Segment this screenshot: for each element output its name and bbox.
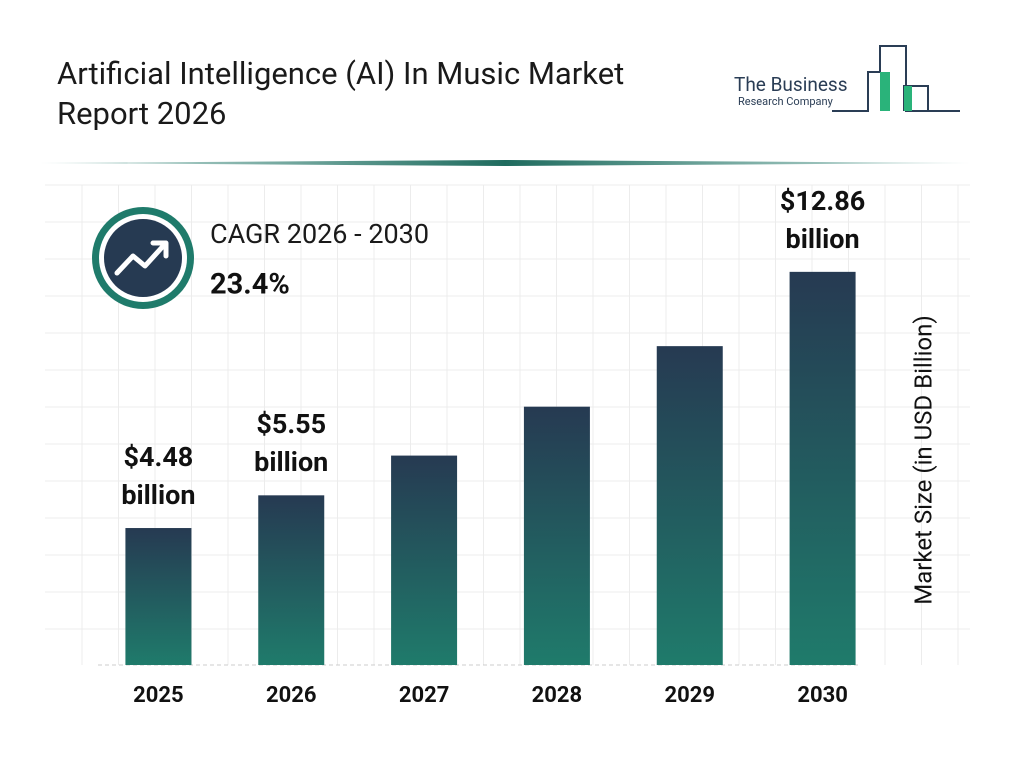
x-tick-label: 2026: [266, 683, 317, 708]
bar: [258, 495, 325, 665]
y-axis-label: Market Size (in USD Billion): [909, 315, 937, 604]
logo: [832, 45, 960, 112]
cagr-value: 23.4%: [210, 268, 290, 302]
logo-text: The Business: [734, 73, 848, 96]
x-tick-label: 2030: [797, 683, 848, 708]
value-label: $12.86 billion: [779, 184, 866, 255]
cagr-icon: [92, 207, 194, 309]
bar: [656, 346, 723, 665]
title-rule: [40, 160, 970, 166]
bar: [391, 455, 458, 665]
value-label: $4.48 billion: [121, 441, 196, 512]
bar: [789, 271, 856, 665]
cagr-label: CAGR 2026 - 2030: [210, 218, 429, 250]
bar: [125, 528, 192, 665]
x-tick-label: 2028: [532, 683, 583, 708]
logo-subtext: Research Company: [738, 95, 834, 108]
x-tick-label: 2029: [665, 683, 716, 708]
x-tick-label: 2027: [399, 683, 450, 708]
chart-title: Artificial Intelligence (AI) In Music Ma…: [57, 55, 625, 132]
value-label: $5.55 billion: [254, 408, 329, 479]
x-tick-label: 2025: [133, 683, 184, 708]
bar: [523, 406, 590, 665]
